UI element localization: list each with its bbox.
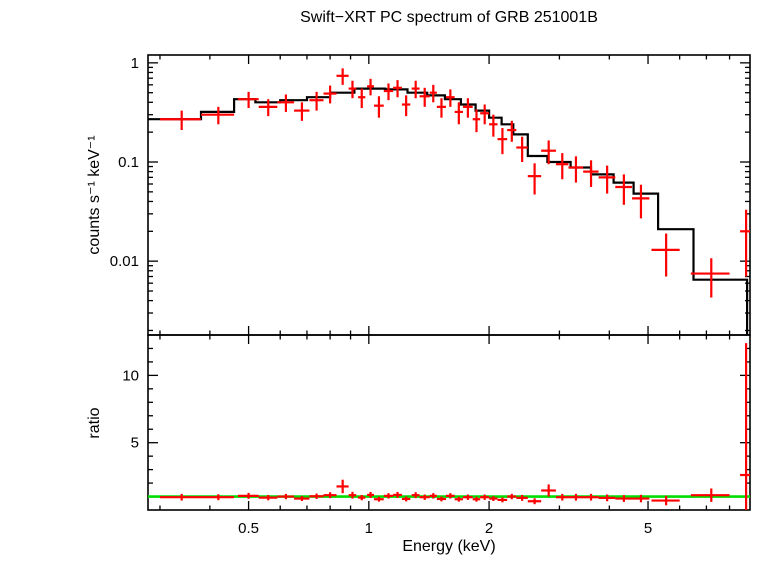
y-tick-label: 10 (122, 367, 139, 384)
chart-title: Swift−XRT PC spectrum of GRB 251001B (300, 9, 598, 26)
x-axis-label: Energy (keV) (402, 538, 495, 555)
model-line-layer (148, 87, 749, 335)
y-tick-label: 0.1 (118, 154, 139, 171)
x-tick-label: 2 (485, 520, 493, 537)
y-axis-label-spectrum: counts s⁻¹ keV⁻¹ (86, 135, 103, 254)
x-tick-label: 0.5 (238, 520, 259, 537)
y-tick-label: 0.01 (110, 253, 139, 270)
axes-and-ticks (147, 54, 751, 511)
error-bar-points (159, 68, 750, 298)
tick-label-layer: 0.5 1 2 5 1 0.1 0.01 5 10 (110, 55, 652, 537)
error-bar-points (159, 343, 750, 510)
x-tick-label: 1 (365, 520, 373, 537)
x-tick-label: 5 (644, 520, 652, 537)
spectrum-data-layer (159, 68, 750, 298)
model-step-line (148, 87, 749, 335)
y-tick-label: 1 (131, 55, 139, 72)
ratio-panel-frame (147, 334, 751, 511)
y-axis-label-ratio: ratio (86, 407, 103, 438)
ratio-data-layer (159, 343, 750, 510)
y-tick-label: 5 (131, 435, 139, 452)
